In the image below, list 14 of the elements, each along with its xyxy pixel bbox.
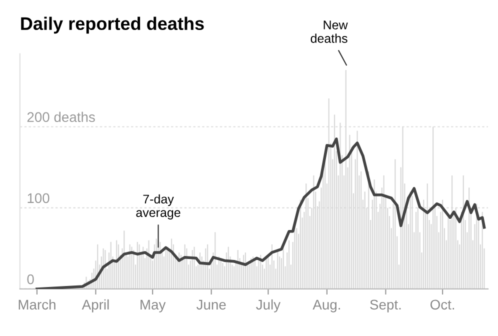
x-tick-label: Sept. — [370, 300, 401, 312]
x-tick-label: May — [140, 300, 166, 312]
chart-title: Daily reported deaths — [21, 16, 204, 34]
x-tick-label: April — [82, 299, 109, 312]
y-tick-label: 0 — [27, 274, 34, 284]
x-tick-label: March — [18, 299, 56, 310]
x-tick-label: Oct. — [430, 300, 454, 310]
annotation: 7-day average — [136, 194, 180, 220]
y-tick-label: 200 deaths — [27, 112, 95, 122]
x-tick-label: July — [256, 299, 281, 312]
x-tick-label: Aug. — [312, 300, 340, 312]
y-tick-label: 100 — [28, 193, 50, 204]
annotation: New deaths — [310, 20, 348, 43]
x-tick-label: June — [196, 300, 226, 310]
